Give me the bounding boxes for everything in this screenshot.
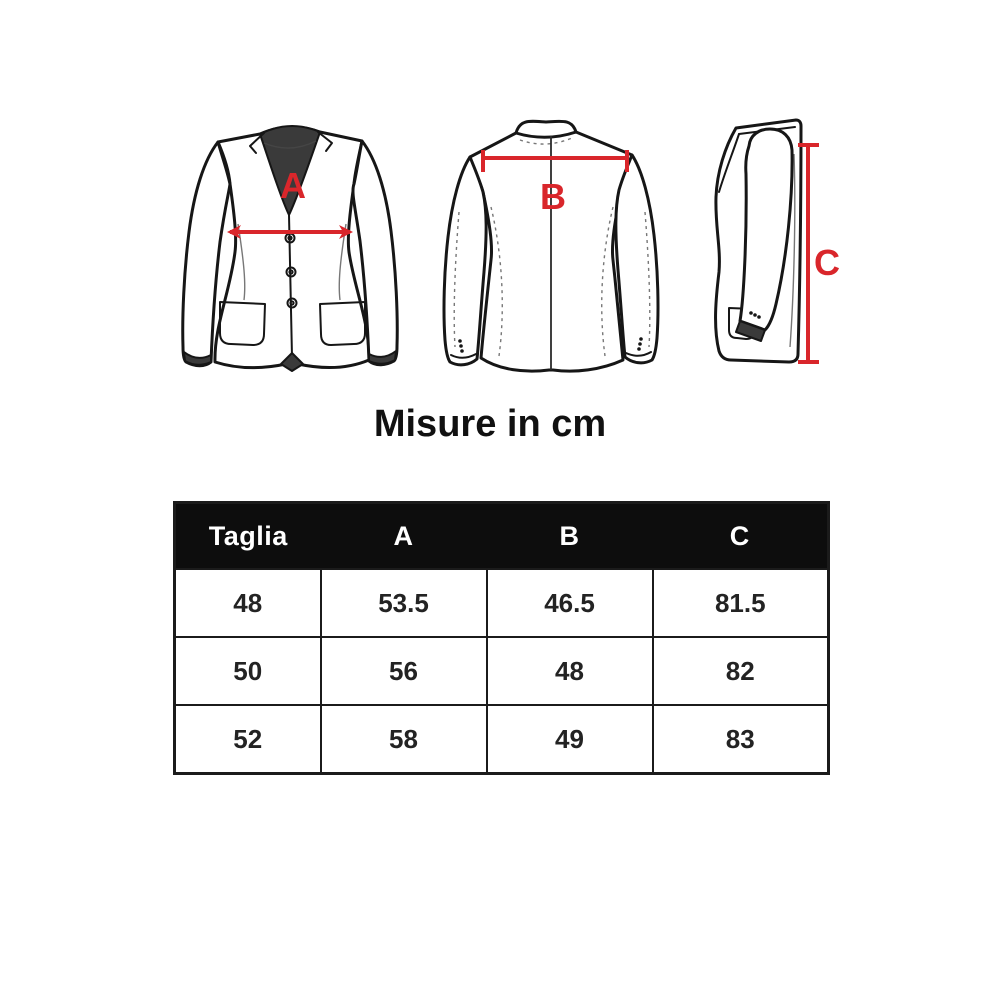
back-right-seam [601, 206, 614, 357]
back-collar [514, 119, 578, 139]
front-inner-shirt [259, 124, 321, 216]
page-title: Misure in cm [373, 403, 607, 445]
size-row-50: 50 56 48 82 [173, 636, 830, 706]
side-cuff [735, 320, 766, 342]
front-left-lapel-notch [249, 132, 265, 154]
side-sleeve [738, 127, 794, 332]
cell-c: 81.5 [651, 568, 830, 638]
cell-c: 83 [651, 704, 830, 775]
size-table: Taglia A B C 48 53.5 46.5 81.5 50 56 48 … [173, 501, 830, 775]
size-table-header-row: Taglia A B C [174, 502, 829, 569]
col-header-c: C [652, 502, 829, 569]
measurement-label-b: B [540, 176, 566, 217]
measurement-b-line [481, 150, 629, 172]
front-left-pocket [219, 301, 266, 346]
size-row-52: 52 58 49 83 [173, 704, 830, 775]
col-header-taglia: Taglia [174, 502, 321, 569]
side-cuff-buttons [749, 311, 761, 319]
front-buttons [284, 232, 298, 309]
side-lapel-edge [718, 133, 740, 193]
cell-b: 48 [485, 636, 654, 706]
jacket-front-view-drawing: A [181, 124, 399, 372]
cell-c: 82 [651, 636, 830, 706]
back-left-cuff-line [450, 353, 477, 359]
front-right-lapel-notch [317, 131, 333, 152]
cell-a: 53.5 [319, 568, 488, 638]
side-back-seam [789, 153, 796, 348]
back-right-sleeve-crease [644, 211, 651, 348]
measurement-label-a: A [280, 165, 306, 206]
cell-b: 49 [485, 704, 654, 775]
cell-size: 52 [173, 704, 322, 775]
front-left-dart [237, 223, 246, 301]
cell-a: 58 [319, 704, 488, 775]
col-header-b: B [486, 502, 653, 569]
measurement-a-arrow [227, 225, 353, 239]
back-right-cuff-line [625, 351, 652, 357]
front-left-cuff [183, 351, 212, 366]
front-right-pocket [319, 301, 366, 346]
front-right-cuff [368, 350, 397, 365]
cell-size: 48 [173, 568, 322, 638]
cell-a: 56 [319, 636, 488, 706]
front-hem-vent [280, 352, 304, 372]
jacket-back-view-drawing: B [442, 119, 660, 373]
jacket-side-view-drawing: C [714, 118, 840, 364]
cell-b: 46.5 [485, 568, 654, 638]
measurement-c-line [798, 143, 819, 364]
measurement-label-c: C [814, 242, 840, 283]
col-header-a: A [320, 502, 487, 569]
back-left-sleeve [442, 155, 488, 367]
back-right-sleeve [614, 153, 660, 365]
front-neck-seam [263, 140, 317, 149]
cell-size: 50 [173, 636, 322, 706]
back-left-seam [490, 206, 503, 357]
back-left-sleeve-crease [453, 211, 460, 348]
back-cuff-buttons [458, 337, 643, 353]
size-row-48: 48 53.5 46.5 81.5 [173, 568, 830, 638]
